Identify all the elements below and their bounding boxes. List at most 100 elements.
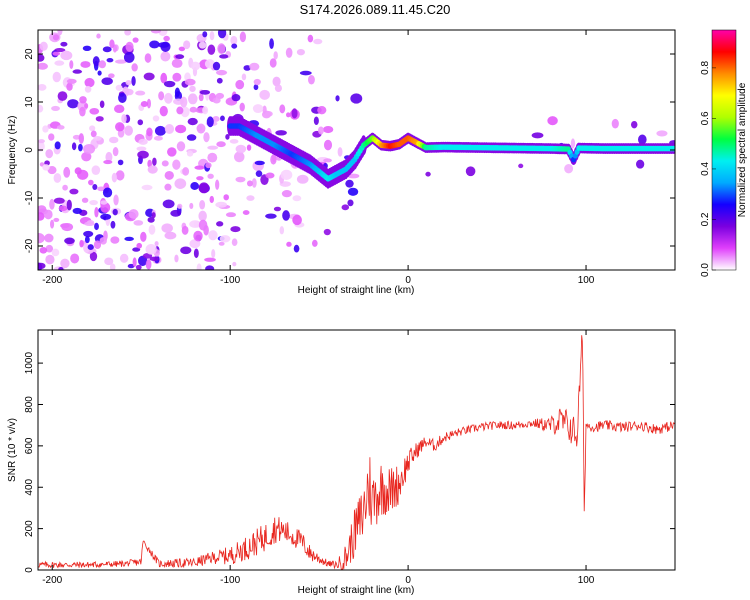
- colorbar-tick-label: 0.2: [700, 212, 711, 226]
- heatmap-cell: [206, 116, 214, 128]
- heatmap-cell: [280, 169, 293, 181]
- heatmap-cell: [87, 244, 94, 251]
- x-tick-label: 100: [578, 575, 595, 586]
- heatmap-cell: [172, 72, 182, 82]
- heatmap-cell: [100, 200, 108, 205]
- heatmap-cell: [217, 30, 227, 39]
- heatmap-cell: [220, 115, 225, 122]
- heatmap-cell: [265, 213, 277, 219]
- heatmap-cell: [109, 39, 115, 49]
- heatmap-cell: [159, 105, 168, 117]
- colorbar: 0.0 0.2 0.4 0.6 0.8 Normalized spectral ampl…: [700, 29, 748, 277]
- x-tick-label: 100: [578, 275, 595, 286]
- heatmap-cell: [149, 256, 159, 262]
- heatmap-cell: [124, 30, 132, 36]
- heatmap-cell: [93, 136, 102, 141]
- heatmap-cell: [274, 84, 282, 93]
- heatmap-cell: [242, 210, 250, 215]
- heatmap-cell: [193, 230, 203, 242]
- heatmap-cell: [164, 170, 174, 180]
- heatmap-cell: [48, 133, 55, 141]
- heatmap-cell: [246, 144, 252, 151]
- heatmap-cell: [246, 180, 253, 187]
- heatmap-cell: [88, 179, 94, 186]
- heatmap-cell: [57, 91, 68, 101]
- heatmap-cell: [145, 243, 157, 255]
- snr-x-ticks: -200 -100 0 100: [42, 330, 595, 586]
- heatmap-cell: [180, 246, 192, 255]
- heatmap-cell: [241, 73, 247, 81]
- heatmap-cell: [135, 264, 142, 270]
- heatmap-cell: [161, 223, 173, 233]
- heatmap-cell: [38, 104, 44, 113]
- colorbar-tick-label: 0.6: [700, 111, 711, 125]
- heatmap-cell: [152, 157, 157, 166]
- heatmap-cell: [153, 135, 163, 141]
- heatmap-cell: [42, 164, 50, 171]
- heatmap-cell: [64, 237, 75, 245]
- heatmap-cell: [207, 145, 219, 150]
- heatmap-cell: [198, 210, 207, 222]
- heatmap-cell: [180, 96, 188, 108]
- heatmap-cell: [110, 236, 120, 244]
- heatmap-cell: [347, 199, 354, 207]
- heatmap-cell: [125, 41, 134, 52]
- heatmap-cell: [209, 31, 215, 41]
- y-tick-label: 200: [24, 520, 35, 537]
- heatmap-cell: [656, 130, 668, 137]
- heatmap-cell: [112, 147, 119, 157]
- heatmap-cell: [286, 241, 292, 247]
- heatmap-cell: [160, 72, 168, 84]
- heatmap-cell: [94, 222, 99, 231]
- heatmap-cell: [317, 126, 324, 135]
- colorbar-label: Normalized spectral amplitude: [737, 82, 748, 217]
- heatmap-cell: [131, 75, 136, 87]
- heatmap-cell: [146, 98, 151, 109]
- heatmap-cell: [56, 125, 65, 130]
- heatmap-cell: [425, 171, 431, 177]
- heatmap-cell: [172, 159, 181, 170]
- heatmap-cell: [286, 112, 291, 118]
- heatmap-cell: [147, 216, 155, 223]
- heatmap-cell: [296, 48, 305, 56]
- heatmap-cell: [74, 167, 82, 175]
- heatmap-cell: [89, 107, 100, 115]
- heatmap-cell: [140, 101, 149, 108]
- heatmap-cell: [217, 43, 226, 55]
- heatmap-cell: [194, 165, 205, 170]
- heatmap-cell: [177, 203, 183, 209]
- heatmap-cell: [137, 119, 144, 126]
- heatmap-cell: [51, 248, 60, 257]
- heatmap-cell: [272, 76, 281, 87]
- heatmap-cell: [196, 263, 202, 270]
- heatmap-cell: [285, 47, 293, 58]
- heatmap-cell: [225, 133, 230, 140]
- heatmap-cell: [322, 126, 334, 134]
- heatmap-cell: [45, 244, 54, 253]
- heatmap-cell: [164, 92, 173, 104]
- heatmap-cell: [279, 226, 285, 235]
- heatmap-cell: [181, 225, 189, 235]
- heatmap-cell: [121, 113, 127, 124]
- heatmap-cell: [216, 221, 224, 227]
- heatmap-cell: [102, 187, 113, 198]
- heatmap-cell: [39, 246, 48, 254]
- heatmap-cell: [188, 93, 198, 105]
- heatmap-cell: [199, 89, 211, 95]
- y-tick-label: 10: [24, 96, 35, 108]
- heatmap-cell: [204, 59, 215, 69]
- heatmap-cell: [112, 208, 118, 216]
- heatmap-cell: [611, 118, 619, 129]
- heatmap-cell: [175, 124, 187, 134]
- heatmap-cell: [83, 143, 96, 155]
- heatmap-cell: [53, 217, 60, 222]
- heatmap-cell: [44, 209, 53, 220]
- heatmap-cell: [187, 117, 198, 126]
- heatmap-cell: [190, 182, 200, 190]
- heatmap-cell: [186, 150, 194, 157]
- heatmap-cell: [207, 152, 218, 163]
- heatmap-cell: [70, 253, 80, 264]
- heatmap-cell: [219, 235, 231, 243]
- heatmap-cell: [61, 222, 74, 232]
